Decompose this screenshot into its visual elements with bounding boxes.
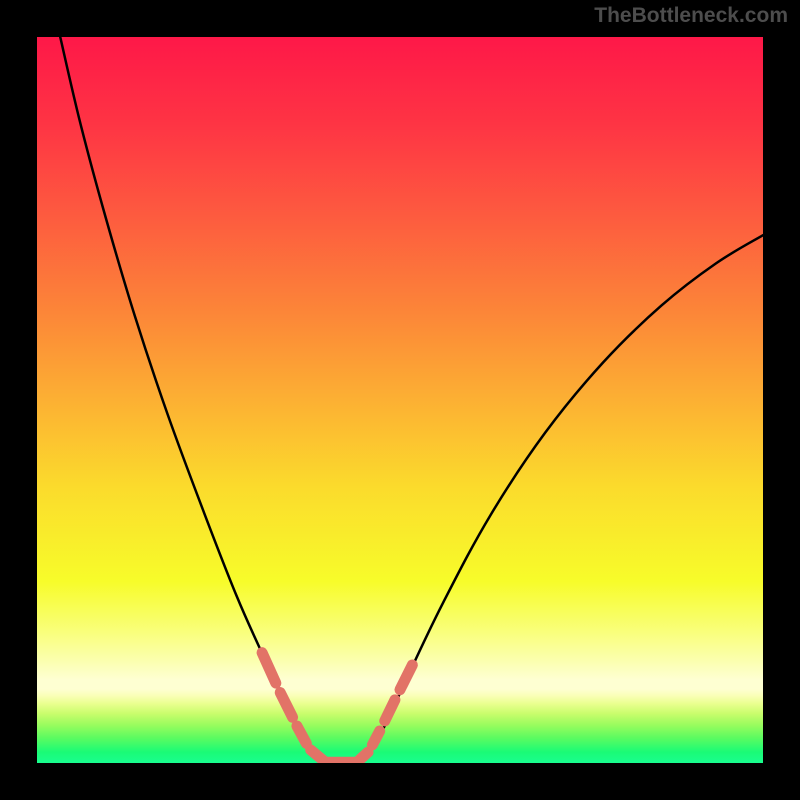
plot-area — [37, 37, 763, 763]
gradient-background — [37, 37, 763, 763]
plot-svg — [37, 37, 763, 763]
watermark-text: TheBottleneck.com — [594, 4, 788, 28]
chart-root: TheBottleneck.com — [0, 0, 800, 800]
marker-segment — [372, 731, 379, 745]
marker-segment — [359, 752, 368, 760]
